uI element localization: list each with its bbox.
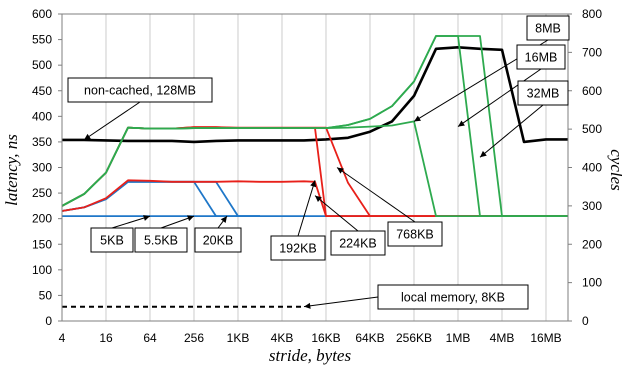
x-tick-label: 16MB bbox=[530, 331, 561, 345]
callout-label-16mb: 16MB bbox=[525, 51, 558, 65]
callout-leader bbox=[336, 167, 416, 223]
callout-arrowhead bbox=[414, 115, 421, 122]
y-tick-label: 50 bbox=[39, 288, 53, 302]
plot-frame bbox=[61, 13, 569, 322]
x-tick-label: 4KB bbox=[271, 331, 294, 345]
callout-arrowhead bbox=[220, 216, 227, 223]
y-tick-label: 550 bbox=[32, 33, 52, 47]
x-tick-label: 4 bbox=[59, 331, 66, 345]
callouts: non-cached, 128MB local memory, 8KB 5KB 5.5… bbox=[67, 15, 570, 310]
callout-box bbox=[516, 44, 566, 70]
series-line-32mb bbox=[61, 35, 568, 218]
callout-leader bbox=[314, 195, 359, 232]
callout-leader bbox=[297, 180, 316, 237]
callout-box bbox=[194, 227, 242, 253]
callout-label-32mb: 32MB bbox=[527, 87, 560, 101]
callout-arrowhead bbox=[84, 133, 91, 140]
callout-label-768kb: 768KB bbox=[396, 228, 434, 242]
y-tick-label: 350 bbox=[32, 135, 52, 149]
callout-arrowhead bbox=[480, 150, 487, 158]
x-tick-label: 64KB bbox=[355, 331, 384, 345]
series-lines bbox=[61, 35, 568, 308]
y-tick-label: 500 bbox=[32, 58, 52, 72]
callout-arrowhead bbox=[187, 215, 194, 222]
y2-tick-label: 200 bbox=[582, 237, 602, 251]
y2-tick-label: 300 bbox=[582, 199, 602, 213]
y2-tick-label: 100 bbox=[582, 276, 602, 290]
y-axis-title: latency, ns bbox=[2, 134, 21, 206]
callout-leader bbox=[457, 68, 542, 127]
callout-box bbox=[377, 284, 529, 310]
y-tick-label: 600 bbox=[32, 7, 52, 21]
y2-tick-label: 800 bbox=[582, 7, 602, 21]
callout-label-local-memory-8kb: local memory, 8KB bbox=[401, 291, 505, 305]
y2-tick-label: 600 bbox=[582, 84, 602, 98]
y-tick-label: 250 bbox=[32, 186, 52, 200]
series-line-non-cached-128mb bbox=[62, 45, 568, 144]
callout-leader bbox=[479, 104, 544, 158]
callout-label-non-cached-128mb: non-cached, 128MB bbox=[84, 84, 196, 98]
y2-axis-title: cycles bbox=[607, 149, 622, 191]
y2-tick-label: 700 bbox=[582, 45, 602, 59]
callout-arrowhead bbox=[458, 120, 465, 127]
callout-label-8mb: 8MB bbox=[535, 22, 561, 36]
y2-tick-label: 400 bbox=[582, 161, 602, 175]
callout-box bbox=[67, 77, 213, 103]
x-tick-label: 4MB bbox=[490, 331, 515, 345]
x-tick-label: 16 bbox=[99, 331, 113, 345]
y-tick-label: 400 bbox=[32, 109, 52, 123]
callout-label-192kb: 192KB bbox=[279, 242, 317, 256]
callout-box bbox=[387, 221, 443, 247]
x-tick-label: 16KB bbox=[311, 331, 340, 345]
x-tick-label: 256 bbox=[184, 331, 204, 345]
callout-arrowhead bbox=[143, 215, 150, 221]
y2-tick-label: 500 bbox=[582, 122, 602, 136]
callout-box bbox=[517, 80, 569, 106]
callout-label-5-5kb: 5.5KB bbox=[144, 234, 178, 248]
callout-box bbox=[270, 235, 326, 261]
callout-arrowhead bbox=[314, 195, 322, 202]
callout-box bbox=[134, 227, 188, 253]
callout-arrowhead bbox=[310, 180, 317, 188]
callout-leader bbox=[303, 296, 379, 308]
callout-label-5kb: 5KB bbox=[100, 234, 124, 248]
callout-arrowhead bbox=[336, 167, 344, 174]
x-tick-label: 64 bbox=[143, 331, 157, 345]
series-line-16mb bbox=[61, 35, 568, 218]
y-tick-label: 0 bbox=[45, 314, 52, 328]
y-tick-label: 300 bbox=[32, 161, 52, 175]
x-tick-label: 1MB bbox=[446, 331, 471, 345]
x-tick-label: 1KB bbox=[227, 331, 250, 345]
callout-label-224kb: 224KB bbox=[339, 237, 377, 251]
y-tick-label: 100 bbox=[32, 263, 52, 277]
y-tick-label: 200 bbox=[32, 212, 52, 226]
y-tick-label: 450 bbox=[32, 84, 52, 98]
callout-label-20kb: 20KB bbox=[203, 234, 234, 248]
y2-tick-label: 0 bbox=[582, 314, 589, 328]
axes: 4 16 64 256 1KB 4KB 16KB 64KB 256KB 1MB 4MB 16MB 0 50… bbox=[32, 7, 602, 345]
x-tick-label: 256KB bbox=[396, 331, 432, 345]
callout-box bbox=[90, 227, 134, 253]
callout-leader bbox=[111, 215, 151, 229]
x-axis-title: stride, bytes bbox=[269, 346, 352, 365]
callout-arrowhead bbox=[304, 302, 311, 309]
callout-box bbox=[526, 15, 570, 41]
callout-leader bbox=[83, 101, 141, 141]
y-tick-label: 150 bbox=[32, 237, 52, 251]
callout-box bbox=[330, 230, 386, 256]
